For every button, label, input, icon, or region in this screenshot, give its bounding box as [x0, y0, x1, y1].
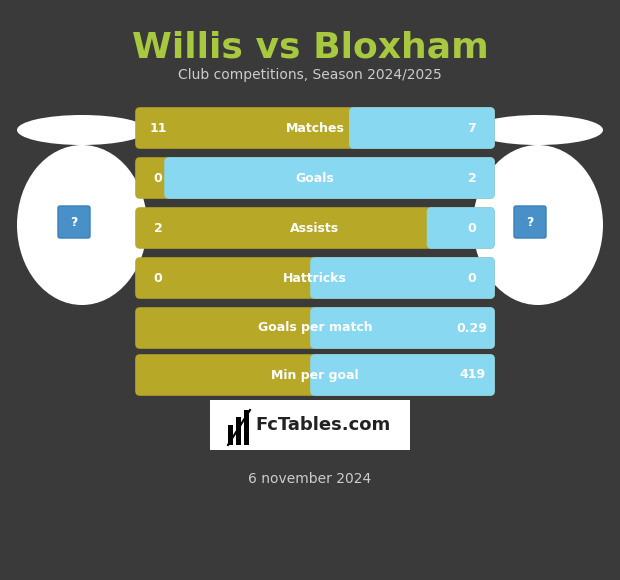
FancyBboxPatch shape	[210, 400, 410, 450]
Text: Goals: Goals	[296, 172, 334, 184]
FancyBboxPatch shape	[310, 257, 495, 299]
Text: Min per goal: Min per goal	[271, 368, 359, 382]
FancyBboxPatch shape	[135, 207, 495, 249]
FancyBboxPatch shape	[135, 107, 495, 149]
Ellipse shape	[473, 115, 603, 145]
FancyBboxPatch shape	[164, 157, 495, 199]
Text: Matches: Matches	[286, 121, 345, 135]
Text: Assists: Assists	[290, 222, 340, 234]
Text: 7: 7	[467, 121, 476, 135]
Text: 419: 419	[459, 368, 485, 382]
Text: 0: 0	[467, 222, 476, 234]
Bar	[236, 417, 241, 445]
FancyBboxPatch shape	[349, 107, 495, 149]
Text: 6 november 2024: 6 november 2024	[249, 472, 371, 486]
Text: FcTables.com: FcTables.com	[255, 416, 390, 434]
Text: ?: ?	[70, 216, 78, 229]
FancyBboxPatch shape	[135, 354, 495, 396]
FancyBboxPatch shape	[58, 206, 90, 238]
FancyBboxPatch shape	[427, 207, 495, 249]
Text: 2: 2	[467, 172, 476, 184]
Ellipse shape	[17, 145, 147, 305]
Text: 11: 11	[149, 121, 167, 135]
Ellipse shape	[473, 145, 603, 305]
FancyBboxPatch shape	[310, 307, 495, 349]
FancyBboxPatch shape	[514, 206, 546, 238]
Text: 0: 0	[154, 271, 162, 285]
FancyBboxPatch shape	[135, 157, 495, 199]
Ellipse shape	[17, 115, 147, 145]
Bar	[228, 425, 233, 445]
Bar	[244, 410, 249, 445]
Text: ?: ?	[526, 216, 534, 229]
Text: Hattricks: Hattricks	[283, 271, 347, 285]
Text: Club competitions, Season 2024/2025: Club competitions, Season 2024/2025	[178, 68, 442, 82]
Text: Willis vs Bloxham: Willis vs Bloxham	[131, 30, 489, 64]
Text: 0: 0	[467, 271, 476, 285]
Text: 0: 0	[154, 172, 162, 184]
FancyBboxPatch shape	[135, 257, 495, 299]
Text: 2: 2	[154, 222, 162, 234]
FancyBboxPatch shape	[310, 354, 495, 396]
Text: 0.29: 0.29	[456, 321, 487, 335]
Text: Goals per match: Goals per match	[258, 321, 373, 335]
FancyBboxPatch shape	[135, 307, 495, 349]
